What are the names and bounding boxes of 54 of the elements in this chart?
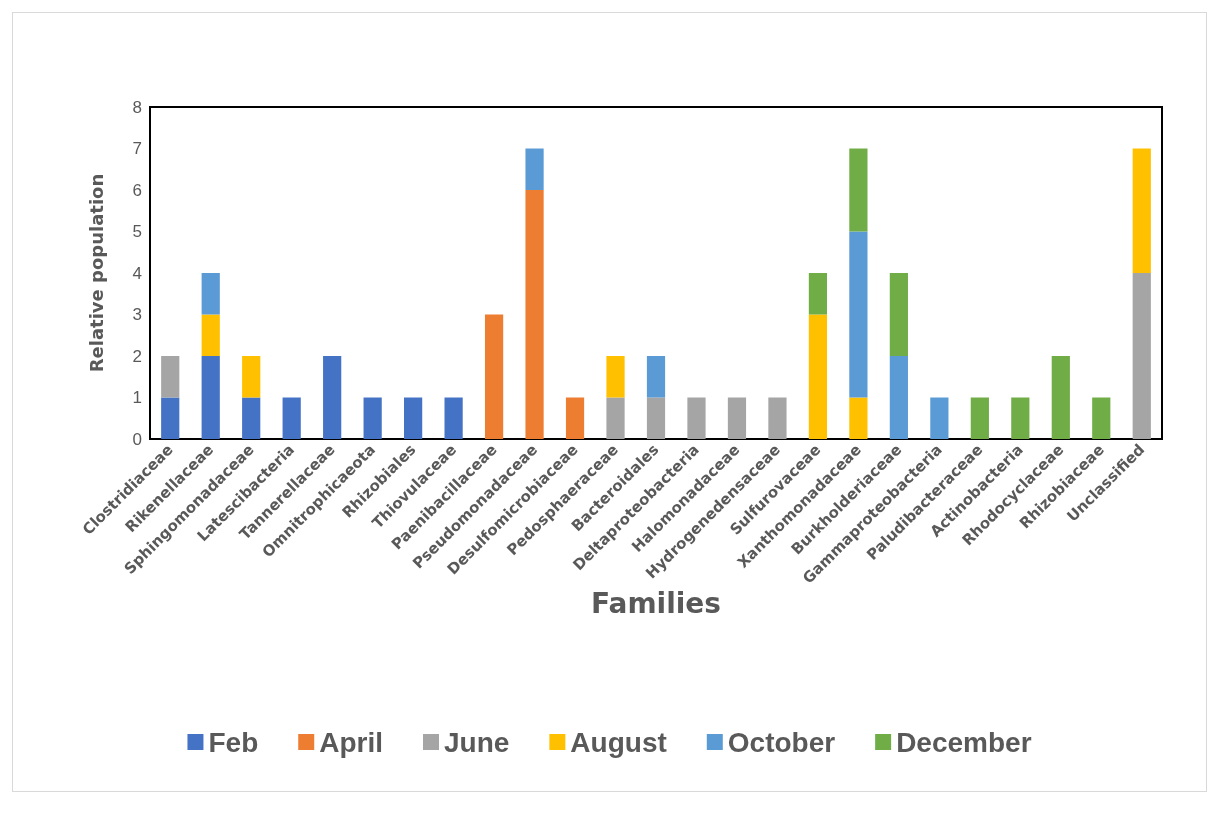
bar [161, 356, 180, 398]
bar [930, 397, 949, 439]
bar [889, 273, 908, 356]
bar [323, 356, 342, 439]
y-tick-label: 2 [132, 346, 142, 366]
legend-label: June [444, 726, 510, 758]
legend-label: October [727, 726, 836, 758]
y-tick-label: 6 [132, 180, 142, 200]
bar [201, 273, 220, 315]
bar [727, 397, 747, 439]
bar [1092, 397, 1111, 439]
y-tick-label: 5 [132, 222, 142, 241]
bar [849, 148, 868, 232]
y-tick-label: 8 [132, 97, 142, 117]
legend-label: April [319, 726, 384, 758]
bar [525, 190, 544, 439]
bar [565, 397, 585, 439]
bar [646, 356, 666, 398]
bar [161, 397, 180, 439]
bar [242, 397, 261, 439]
bar [1051, 356, 1070, 439]
bar [970, 397, 989, 439]
bar [404, 397, 423, 439]
bar [363, 397, 382, 439]
x-axis-title: Families [590, 586, 722, 620]
legend-label: December [896, 726, 1032, 758]
bar [444, 397, 463, 439]
y-tick-label: 7 [132, 139, 142, 158]
bar [849, 397, 868, 439]
bar [646, 397, 666, 439]
y-tick-label: 1 [132, 388, 142, 407]
bar [606, 356, 625, 398]
bar [201, 314, 220, 356]
bar [808, 273, 828, 315]
bar [1132, 148, 1151, 273]
bar [768, 397, 787, 439]
bar [849, 231, 868, 398]
y-axis-title: Relative population [85, 173, 107, 373]
bar [282, 397, 301, 439]
y-tick-label: 3 [132, 305, 142, 324]
y-tick-label: 0 [132, 429, 142, 449]
bar [242, 356, 261, 398]
bar [808, 314, 828, 439]
legend-label: August [570, 726, 667, 758]
bar [484, 314, 504, 439]
bar [525, 148, 544, 190]
bar [1132, 273, 1151, 439]
legend-label: Feb [208, 726, 259, 758]
bar [889, 356, 908, 439]
bar [201, 356, 220, 439]
bar [1011, 397, 1030, 439]
y-tick-label: 4 [132, 263, 142, 283]
bar [606, 397, 625, 439]
bar [687, 397, 706, 439]
